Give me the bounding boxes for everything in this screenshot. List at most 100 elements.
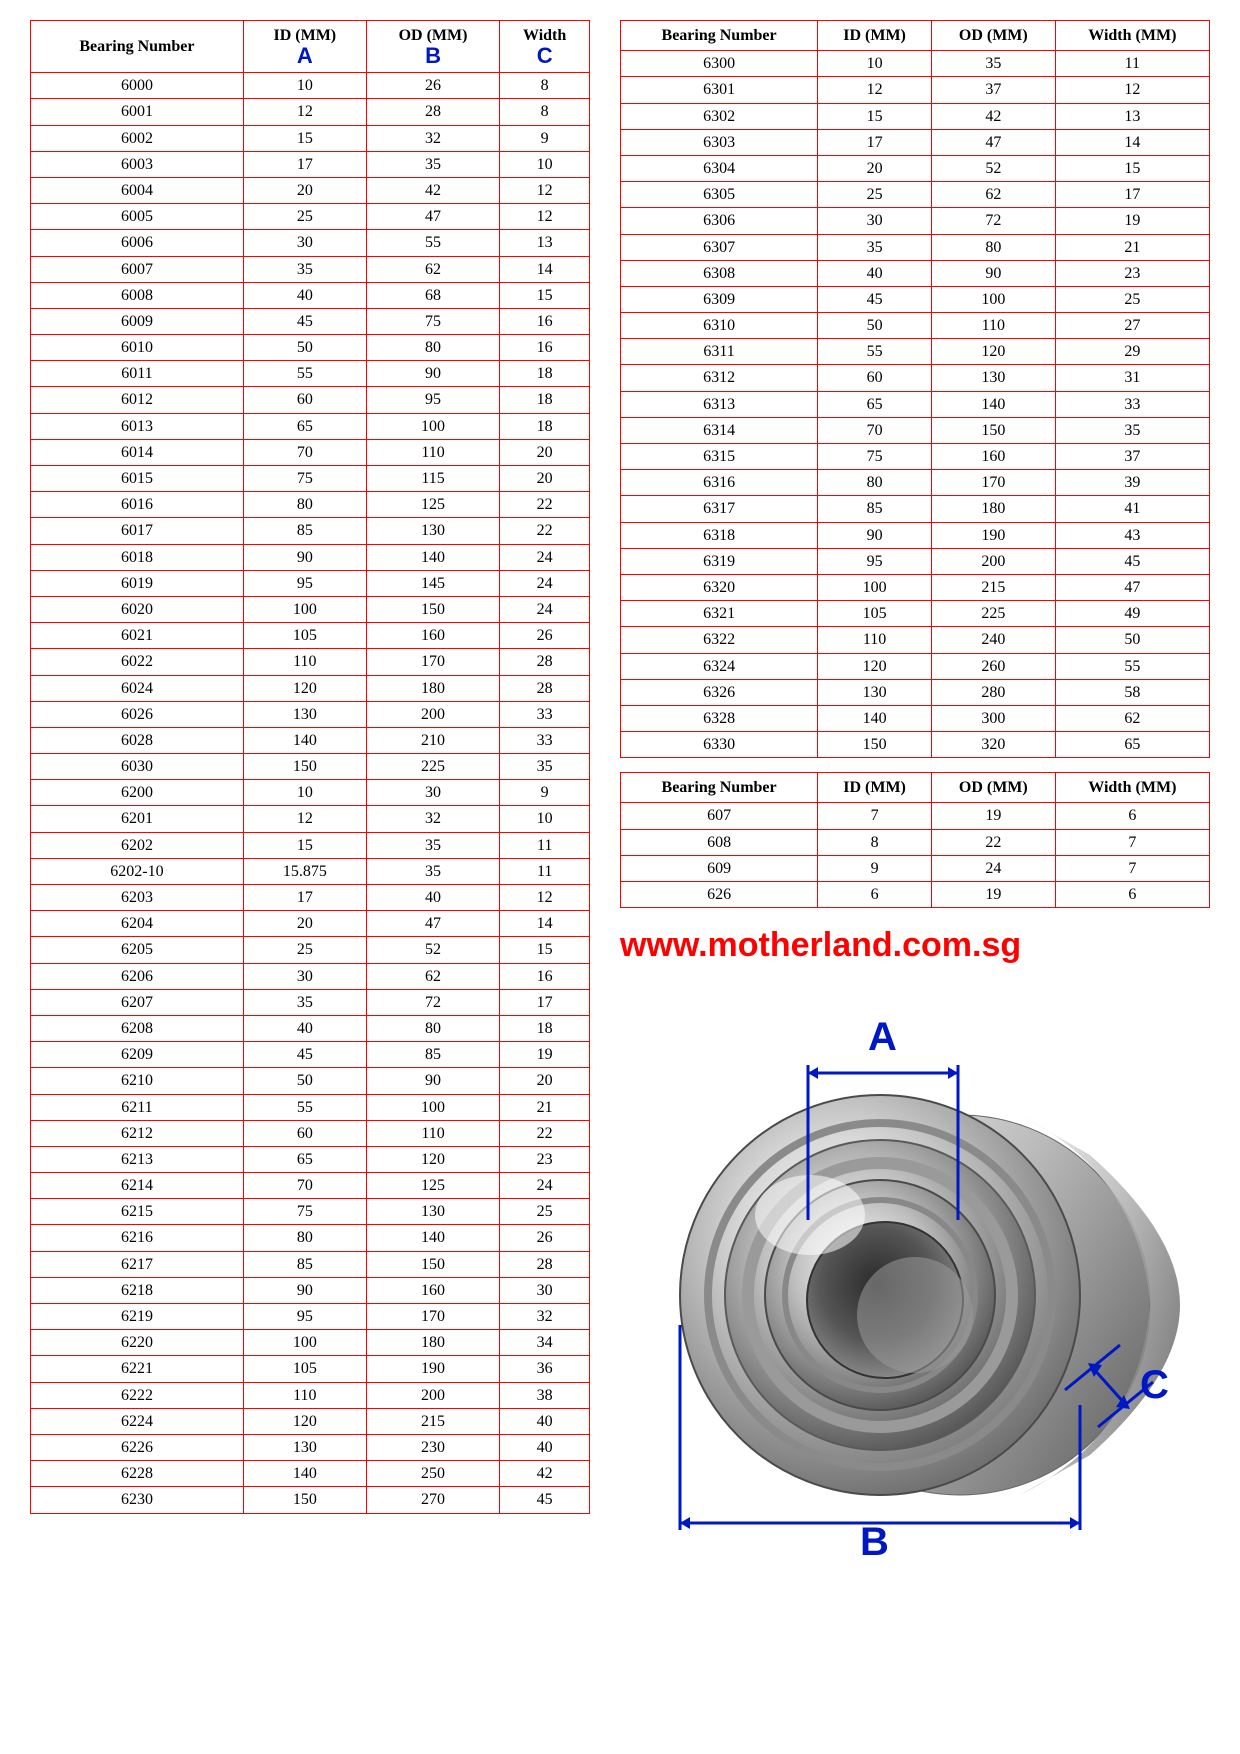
- table-row: 6004204212: [31, 177, 590, 203]
- table-cell: 18: [500, 361, 590, 387]
- table-row: 60136510018: [31, 413, 590, 439]
- table-cell: 28: [366, 99, 500, 125]
- table-cell: 90: [931, 260, 1055, 286]
- table-row: 6077196: [621, 803, 1210, 829]
- table-row: 6088227: [621, 829, 1210, 855]
- table-row: 6308409023: [621, 260, 1210, 286]
- table-row: 6005254712: [31, 204, 590, 230]
- table-row: 63105011027: [621, 313, 1210, 339]
- table-cell: 6013: [31, 413, 244, 439]
- table-cell: 8: [818, 829, 932, 855]
- col-id: ID (MM) A: [243, 21, 366, 73]
- table-cell: 125: [366, 1173, 500, 1199]
- table-cell: 240: [931, 627, 1055, 653]
- table-cell: 6230: [31, 1487, 244, 1513]
- col-bearing-number: Bearing Number: [31, 21, 244, 73]
- table-cell: 6003: [31, 151, 244, 177]
- table-cell: 31: [1055, 365, 1209, 391]
- table-cell: 10: [243, 73, 366, 99]
- table-cell: 25: [1055, 286, 1209, 312]
- table-row: 622010018034: [31, 1330, 590, 1356]
- table-cell: 95: [243, 570, 366, 596]
- table-cell: 21: [1055, 234, 1209, 260]
- table-row: 6205255215: [31, 937, 590, 963]
- table-cell: 26: [500, 1225, 590, 1251]
- table-cell: 260: [931, 653, 1055, 679]
- table-cell: 18: [500, 1015, 590, 1041]
- table-cell: 20: [243, 177, 366, 203]
- header-label: Bearing Number: [79, 38, 194, 55]
- table-cell: 90: [243, 544, 366, 570]
- table-cell: 320: [931, 732, 1055, 758]
- table-cell: 6209: [31, 1042, 244, 1068]
- table-row: 602110516026: [31, 623, 590, 649]
- table-cell: 16: [500, 308, 590, 334]
- table-cell: 35: [1055, 417, 1209, 443]
- table-cell: 72: [931, 208, 1055, 234]
- table-cell: 42: [366, 177, 500, 203]
- header-label: ID (MM): [273, 27, 336, 44]
- table-cell: 55: [243, 1094, 366, 1120]
- table-cell: 80: [243, 1225, 366, 1251]
- table-cell: 18: [500, 413, 590, 439]
- table-cell: 24: [500, 596, 590, 622]
- table-row: 6011559018: [31, 361, 590, 387]
- table-row: 60189014024: [31, 544, 590, 570]
- table-cell: 6306: [621, 208, 818, 234]
- table-cell: 6208: [31, 1015, 244, 1041]
- table-cell: 19: [931, 882, 1055, 908]
- table-cell: 6009: [31, 308, 244, 334]
- table-cell: 28: [500, 675, 590, 701]
- table-cell: 150: [366, 596, 500, 622]
- table-cell: 85: [243, 518, 366, 544]
- table-cell: 45: [243, 1042, 366, 1068]
- table-cell: 6217: [31, 1251, 244, 1277]
- table-cell: 15: [1055, 155, 1209, 181]
- table-cell: 38: [500, 1382, 590, 1408]
- table-cell: 39: [1055, 470, 1209, 496]
- table-cell: 17: [500, 989, 590, 1015]
- table-cell: 6304: [621, 155, 818, 181]
- col-od: OD (MM): [931, 773, 1055, 803]
- table-cell: 19: [500, 1042, 590, 1068]
- table-cell: 10: [818, 51, 932, 77]
- table-cell: 15: [818, 103, 932, 129]
- table-cell: 14: [500, 256, 590, 282]
- table-cell: 230: [366, 1434, 500, 1460]
- table-cell: 45: [818, 286, 932, 312]
- table-cell: 6221: [31, 1356, 244, 1382]
- table-cell: 42: [500, 1461, 590, 1487]
- table-cell: 130: [243, 1434, 366, 1460]
- table-row: 63178518041: [621, 496, 1210, 522]
- table-cell: 26: [500, 623, 590, 649]
- table-cell: 120: [931, 339, 1055, 365]
- table-cell: 160: [931, 444, 1055, 470]
- dim-letter-b: B: [371, 45, 496, 67]
- table-row: 6202153511: [31, 832, 590, 858]
- table-cell: 6219: [31, 1304, 244, 1330]
- table-cell: 609: [621, 855, 818, 881]
- table-cell: 6308: [621, 260, 818, 286]
- table-cell: 41: [1055, 496, 1209, 522]
- table-cell: 6201: [31, 806, 244, 832]
- table-cell: 6002: [31, 125, 244, 151]
- table-cell: 100: [931, 286, 1055, 312]
- table-cell: 6018: [31, 544, 244, 570]
- table-cell: 15.875: [243, 858, 366, 884]
- table-cell: 50: [818, 313, 932, 339]
- table-row: 60157511520: [31, 466, 590, 492]
- table-cell: 24: [931, 855, 1055, 881]
- header-label: OD (MM): [399, 27, 468, 44]
- table-cell: 7: [818, 803, 932, 829]
- table-cell: 6017: [31, 518, 244, 544]
- table-row: 632412026055: [621, 653, 1210, 679]
- table-cell: 105: [818, 601, 932, 627]
- table-cell: 72: [366, 989, 500, 1015]
- table-cell: 6312: [621, 365, 818, 391]
- table-cell: 19: [1055, 208, 1209, 234]
- table-cell: 150: [931, 417, 1055, 443]
- table-row: 6206306216: [31, 963, 590, 989]
- table-row: 6010508016: [31, 335, 590, 361]
- table-cell: 225: [931, 601, 1055, 627]
- table-cell: 8: [500, 73, 590, 99]
